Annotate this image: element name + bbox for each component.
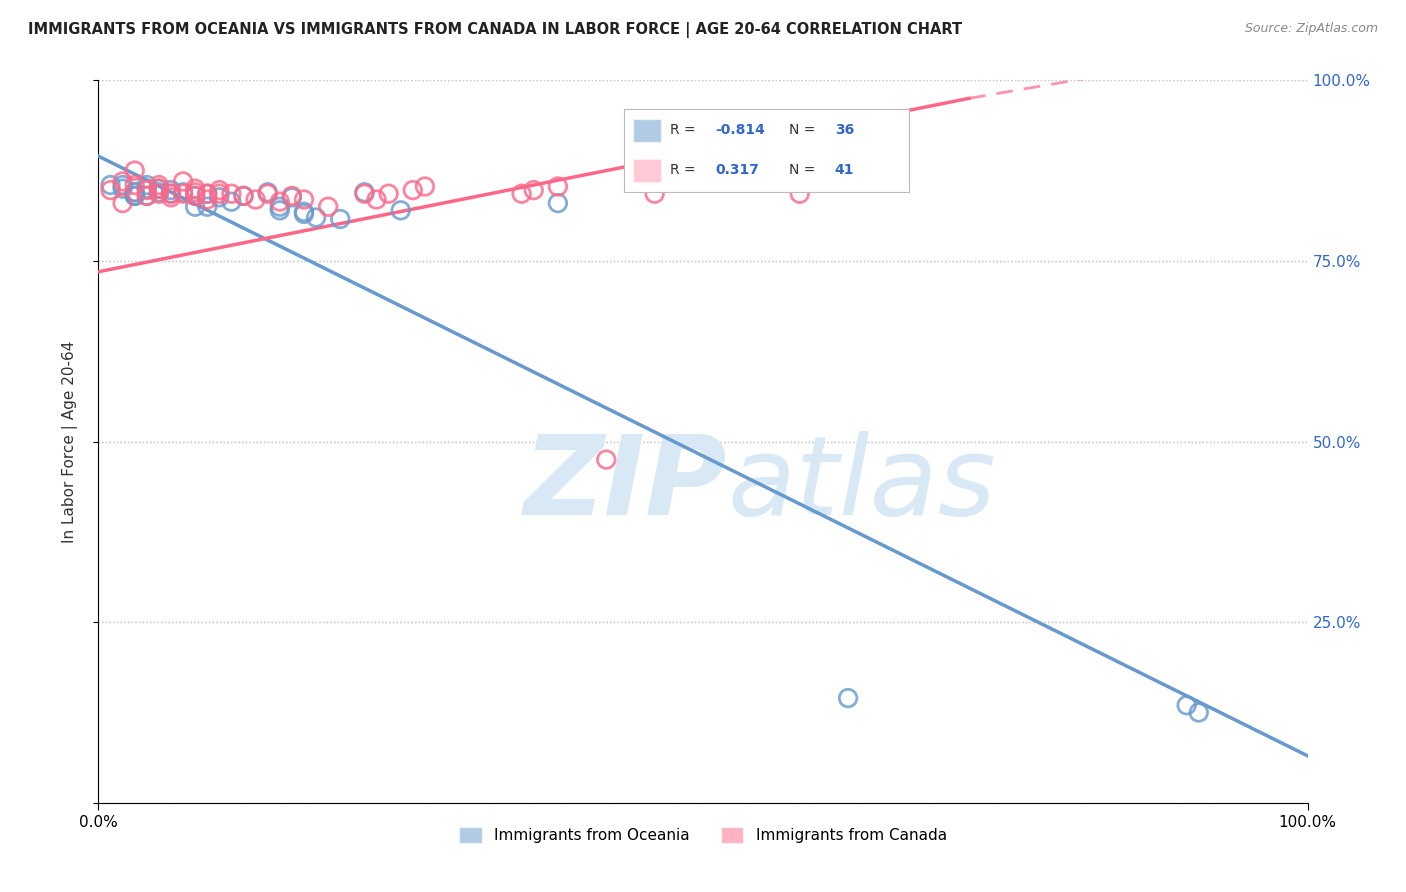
- Point: [148, 178, 170, 192]
- Point: [172, 174, 194, 188]
- Text: IMMIGRANTS FROM OCEANIA VS IMMIGRANTS FROM CANADA IN LABOR FORCE | AGE 20-64 COR: IMMIGRANTS FROM OCEANIA VS IMMIGRANTS FR…: [28, 22, 962, 38]
- Point: [111, 182, 134, 196]
- Point: [292, 193, 315, 207]
- Point: [184, 200, 207, 214]
- Point: [148, 182, 170, 196]
- Point: [402, 183, 425, 197]
- Point: [221, 194, 243, 209]
- Point: [547, 196, 569, 211]
- Point: [208, 183, 231, 197]
- Point: [124, 186, 146, 200]
- Point: [245, 193, 267, 207]
- Point: [160, 186, 183, 201]
- Point: [292, 207, 315, 221]
- Point: [837, 691, 859, 706]
- Point: [353, 186, 375, 201]
- Point: [1175, 698, 1198, 713]
- Point: [124, 163, 146, 178]
- Point: [547, 179, 569, 194]
- Point: [316, 200, 339, 214]
- Point: [353, 186, 375, 200]
- Point: [184, 189, 207, 203]
- Point: [160, 190, 183, 204]
- Point: [595, 452, 617, 467]
- Point: [111, 178, 134, 192]
- Point: [124, 186, 146, 200]
- Point: [111, 174, 134, 188]
- Point: [160, 186, 183, 201]
- Point: [195, 186, 218, 201]
- Point: [135, 183, 157, 197]
- Point: [305, 211, 328, 225]
- Point: [292, 204, 315, 219]
- Point: [135, 182, 157, 196]
- Point: [221, 186, 243, 201]
- Point: [329, 212, 352, 227]
- Point: [232, 189, 254, 203]
- Point: [184, 189, 207, 203]
- Point: [644, 186, 666, 201]
- Point: [256, 186, 278, 200]
- Point: [208, 190, 231, 204]
- Legend: Immigrants from Oceania, Immigrants from Canada: Immigrants from Oceania, Immigrants from…: [453, 822, 953, 849]
- Point: [232, 189, 254, 203]
- Point: [135, 189, 157, 203]
- Point: [135, 178, 157, 192]
- Point: [256, 186, 278, 201]
- Point: [837, 145, 859, 160]
- Point: [195, 200, 218, 214]
- Point: [389, 203, 412, 218]
- Point: [172, 186, 194, 200]
- Point: [100, 178, 122, 192]
- Point: [208, 186, 231, 201]
- Point: [172, 186, 194, 201]
- Point: [269, 194, 291, 209]
- Point: [523, 183, 546, 197]
- Point: [184, 186, 207, 200]
- Point: [789, 186, 811, 201]
- Point: [1188, 706, 1211, 720]
- Point: [195, 193, 218, 207]
- Point: [510, 186, 533, 201]
- Point: [111, 196, 134, 211]
- Point: [366, 193, 388, 207]
- Point: [148, 182, 170, 196]
- Point: [124, 178, 146, 192]
- Point: [100, 183, 122, 197]
- Text: ZIP: ZIP: [523, 432, 727, 539]
- Point: [269, 203, 291, 218]
- Point: [184, 182, 207, 196]
- Point: [148, 186, 170, 201]
- Point: [377, 186, 399, 201]
- Point: [124, 189, 146, 203]
- Point: [269, 200, 291, 214]
- Point: [124, 189, 146, 203]
- Text: atlas: atlas: [727, 432, 995, 539]
- Point: [413, 179, 436, 194]
- Point: [160, 183, 183, 197]
- Point: [195, 186, 218, 201]
- Point: [135, 189, 157, 203]
- Text: Source: ZipAtlas.com: Source: ZipAtlas.com: [1244, 22, 1378, 36]
- Y-axis label: In Labor Force | Age 20-64: In Labor Force | Age 20-64: [62, 341, 77, 542]
- Point: [148, 186, 170, 200]
- Point: [281, 189, 304, 203]
- Point: [281, 190, 304, 204]
